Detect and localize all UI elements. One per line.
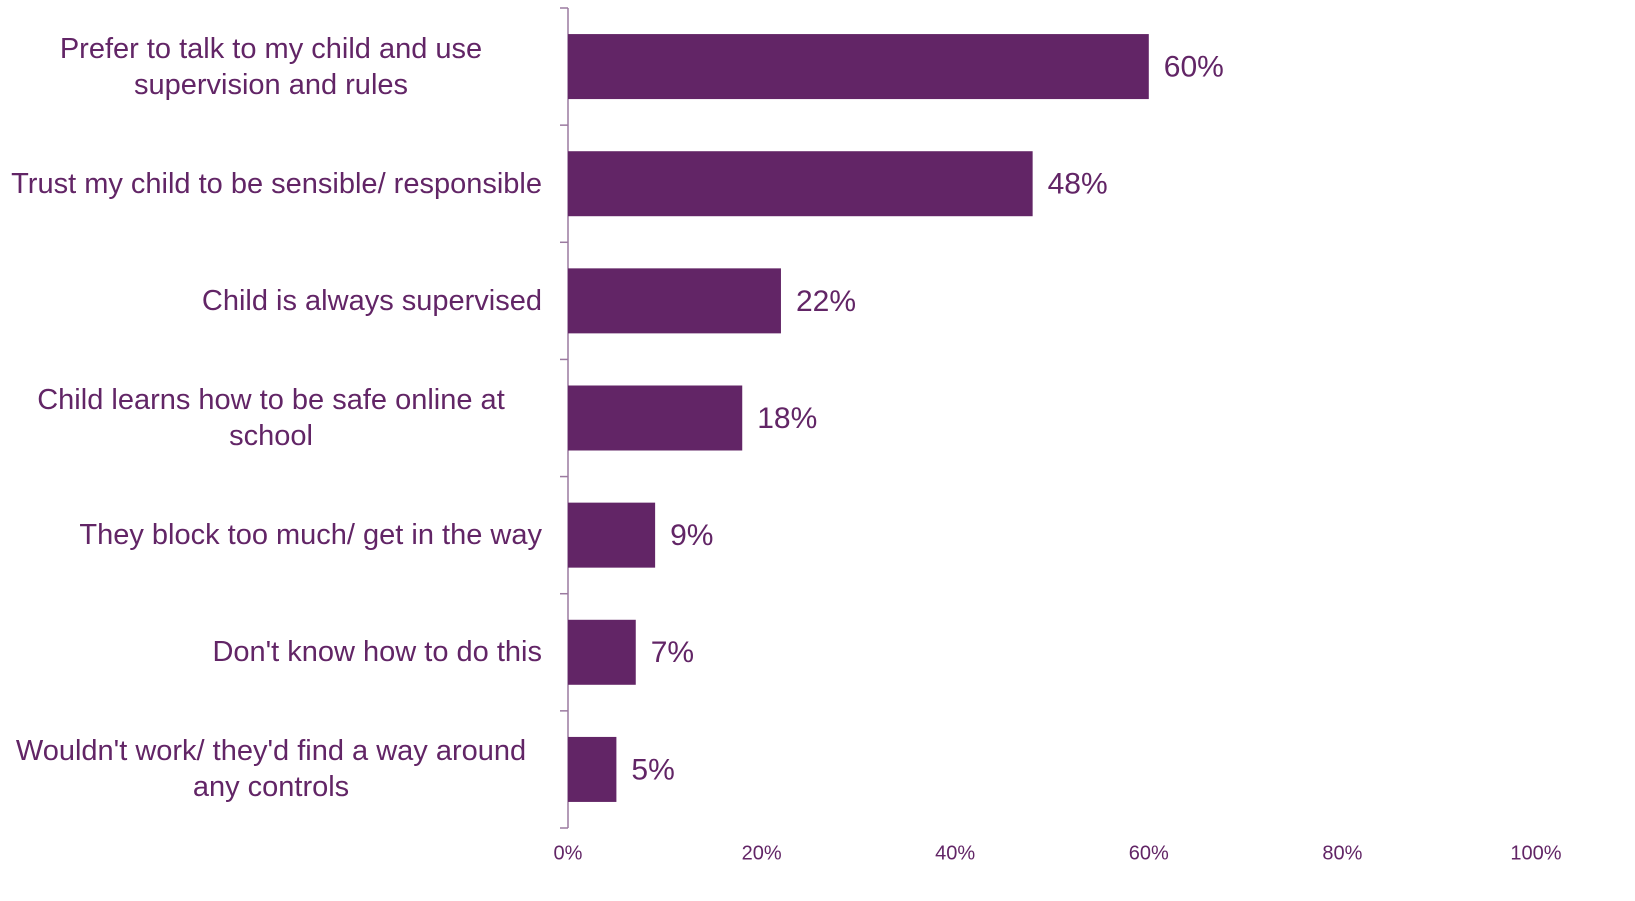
category-label-box: They block too much/ get in the way — [0, 477, 542, 594]
value-label: 7% — [651, 636, 694, 669]
category-label-box: Child learns how to be safe online at sc… — [0, 359, 542, 476]
value-label: 48% — [1048, 168, 1108, 201]
bar — [568, 268, 781, 334]
bar — [568, 34, 1149, 100]
category-label-box: Don't know how to do this — [0, 594, 542, 711]
category-label: They block too much/ get in the way — [79, 519, 542, 552]
value-label: 5% — [631, 753, 674, 786]
category-label-box: Wouldn't work/ they'd find a way around … — [0, 711, 542, 828]
x-tick-label: 20% — [742, 842, 782, 864]
value-label: 9% — [670, 519, 713, 552]
category-label-box: Child is always supervised — [0, 242, 542, 359]
bar — [568, 619, 636, 685]
category-label-box: Prefer to talk to my child and use super… — [0, 8, 542, 125]
value-label: 22% — [796, 285, 856, 318]
value-label: 60% — [1164, 50, 1224, 83]
category-label: Child is always supervised — [201, 284, 542, 317]
category-label: Prefer to talk to my child and use super… — [59, 32, 483, 101]
bar — [568, 502, 656, 568]
x-tick-label: 60% — [1129, 842, 1169, 864]
value-label: 18% — [757, 402, 817, 435]
bar — [568, 385, 743, 451]
category-label: Wouldn't work/ they'd find a way around … — [15, 735, 527, 804]
category-label-box: Trust my child to be sensible/ responsib… — [0, 125, 542, 242]
x-tick-label: 40% — [935, 842, 975, 864]
x-tick-label: 80% — [1322, 842, 1362, 864]
category-label: Trust my child to be sensible/ responsib… — [11, 167, 542, 200]
bar — [568, 736, 617, 802]
x-tick-label: 0% — [554, 842, 583, 864]
x-tick-label: 100% — [1510, 842, 1561, 864]
category-label: Child learns how to be safe online at sc… — [37, 383, 505, 452]
bar — [568, 151, 1033, 217]
category-label: Don't know how to do this — [212, 636, 542, 669]
